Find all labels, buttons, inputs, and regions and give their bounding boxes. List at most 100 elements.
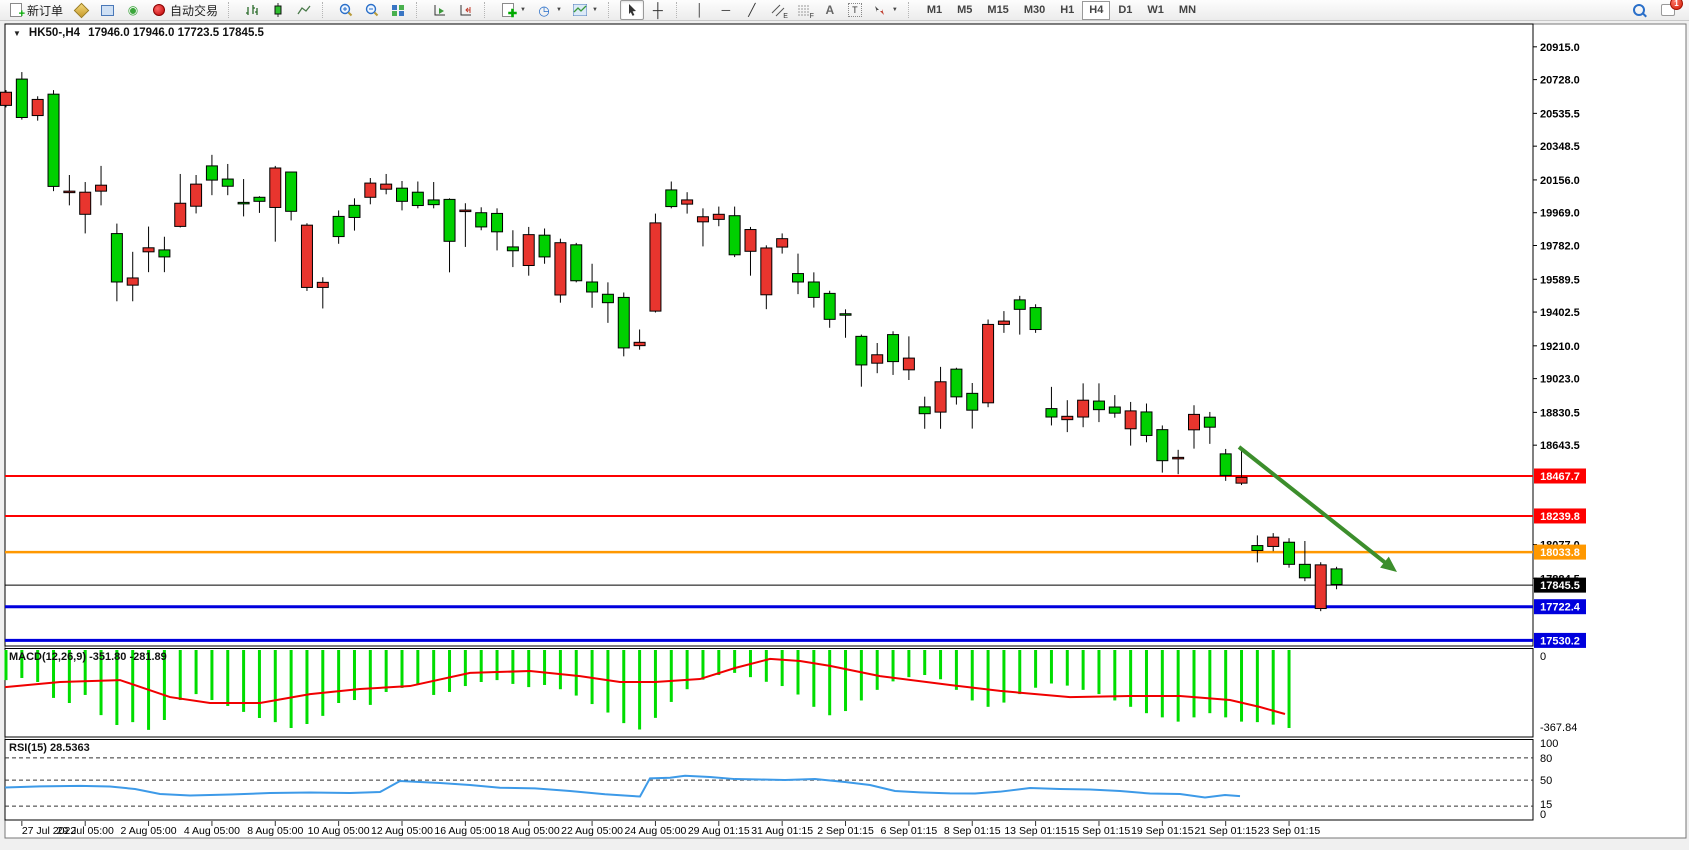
search-icon [1633,4,1645,16]
periods-button[interactable]: ◷ ▼ [532,0,566,20]
signal-icon: ◉ [127,3,139,17]
toolbar-separator [484,2,490,18]
line-chart-button[interactable] [292,0,316,20]
templates-button[interactable]: ▼ [568,0,602,20]
auto-trading-label: 自动交易 [170,3,219,18]
indicators-button[interactable]: ✚ ▼ [496,0,530,20]
terminal-button[interactable] [95,0,119,20]
cursor-icon [624,2,640,18]
timeframe-h1-button[interactable]: H1 [1060,4,1075,16]
svg-text:0: 0 [1540,651,1546,663]
svg-text:20156.0: 20156.0 [1540,175,1580,187]
svg-text:19969.0: 19969.0 [1540,208,1580,220]
svg-text:19 Sep 01:15: 19 Sep 01:15 [1131,825,1194,837]
cursor-button[interactable] [619,0,644,20]
terminal-icon [99,2,115,18]
bar-chart-icon [244,2,260,18]
collapse-icon[interactable]: ▼ [13,28,21,38]
timeframe-m15-button[interactable]: M15 [987,4,1009,16]
vertical-line-button[interactable]: │ [688,0,712,20]
new-order-button[interactable]: + 新订单 [4,0,67,20]
svg-text:50: 50 [1540,775,1552,787]
rsi-indicator-label: RSI(15) 28.5363 [9,742,90,754]
equidistant-channel-button[interactable]: E [766,0,790,20]
toolbar-separator [228,2,234,18]
svg-text:17722.4: 17722.4 [1540,602,1581,614]
price-badges: 18467.7 18239.8 18033.8 17845.5 17722.4 17530… [1534,468,1586,648]
svg-text:21 Sep 01:15: 21 Sep 01:15 [1194,825,1257,837]
chart-shift-button[interactable] [454,0,478,20]
chevron-down-icon: ▼ [520,7,526,13]
arrows-icon [872,2,888,18]
zoom-in-icon [338,2,354,18]
svg-text:20915.0: 20915.0 [1540,42,1580,54]
chart-shift-icon [458,2,474,18]
data-feed-button[interactable]: ◉ [121,0,145,20]
svg-text:22 Aug 05:00: 22 Aug 05:00 [561,825,623,837]
timeframe-mn-button[interactable]: MN [1178,4,1197,16]
level-lines [5,475,1533,642]
svg-text:19210.0: 19210.0 [1540,341,1580,353]
crosshair-icon: ┼ [652,2,663,18]
new-order-icon: + [8,2,25,20]
chevron-down-icon: ▼ [891,7,898,13]
svg-text:15: 15 [1540,799,1552,811]
svg-text:18467.7: 18467.7 [1540,471,1580,483]
ohlc-values: 17946.0 17946.0 17723.5 17845.5 [88,27,264,39]
auto-scroll-button[interactable] [428,0,452,20]
svg-text:2 Sep 01:15: 2 Sep 01:15 [817,825,874,837]
svg-text:8 Sep 01:15: 8 Sep 01:15 [944,825,1001,837]
svg-text:100: 100 [1540,738,1558,750]
bar-chart-button[interactable] [240,0,264,20]
zoom-out-button[interactable] [360,0,384,20]
vertical-line-icon: │ [696,3,704,17]
main-toolbar: + 新订单 ◉ 自动交易 ✚ ▼ ◷ ▼ ▼ ┼ │ ─ ╱ E F A T ▼ M… [0,0,1689,21]
horizontal-line-button[interactable]: ─ [714,0,738,20]
svg-text:19023.0: 19023.0 [1540,374,1580,386]
svg-text:19589.5: 19589.5 [1540,274,1580,286]
fibonacci-button[interactable]: F [792,0,816,20]
svg-text:80: 80 [1540,753,1552,765]
tile-windows-button[interactable] [386,0,410,20]
toolbar-separator [607,2,614,18]
crosshair-button[interactable]: ┼ [646,0,670,20]
timeframe-d1-button[interactable]: D1 [1118,4,1133,16]
timeframe-m1-button[interactable]: M1 [926,4,943,16]
timeframe-w1-button[interactable]: W1 [1147,4,1164,16]
svg-text:19402.5: 19402.5 [1540,307,1580,319]
search-button[interactable] [1629,0,1649,20]
zoom-out-icon [364,2,380,18]
auto-trading-button[interactable]: 自动交易 [147,0,222,20]
svg-text:8 Aug 05:00: 8 Aug 05:00 [247,825,303,837]
text-button[interactable]: A [818,0,842,20]
svg-text:20348.5: 20348.5 [1540,141,1580,153]
svg-text:18830.5: 18830.5 [1540,407,1580,419]
timeframe-m30-button[interactable]: M30 [1023,4,1046,16]
zoom-in-button[interactable] [334,0,358,20]
svg-text:29 Jul 05:00: 29 Jul 05:00 [57,825,114,837]
svg-text:18033.8: 18033.8 [1540,547,1580,559]
svg-text:24 Aug 05:00: 24 Aug 05:00 [624,825,686,837]
macd-indicator-label: MACD(12,26,9) -351.80 -281.89 [9,651,167,663]
macd-panel: 0 -367.84 [4,650,1577,734]
trendline-button[interactable]: ╱ [740,0,764,20]
svg-text:27 Jul 2022: 27 Jul 2022 [22,825,76,837]
candlestick-chart-button[interactable] [266,0,290,20]
svg-text:2 Aug 05:00: 2 Aug 05:00 [121,825,177,837]
text-label-button[interactable]: T [844,0,866,20]
svg-text:0: 0 [1540,809,1546,821]
notifications-button[interactable]: 1 [1657,0,1683,20]
chart-panels [4,23,1687,839]
svg-text:16 Aug 05:00: 16 Aug 05:00 [434,825,496,837]
arrows-button[interactable]: ▼ [868,0,902,20]
svg-text:19782.0: 19782.0 [1540,241,1580,253]
trendline-icon: ╱ [748,3,756,17]
svg-text:15 Sep 01:15: 15 Sep 01:15 [1068,825,1131,837]
svg-text:18 Aug 05:00: 18 Aug 05:00 [498,825,560,837]
timeframe-m5-button[interactable]: M5 [957,4,973,16]
svg-text:20728.0: 20728.0 [1540,75,1580,87]
symbol-period-label: HK50-,H4 [28,27,81,39]
timeframe-h4-button[interactable]: H4 [1082,0,1111,20]
auto-scroll-icon [432,2,448,18]
